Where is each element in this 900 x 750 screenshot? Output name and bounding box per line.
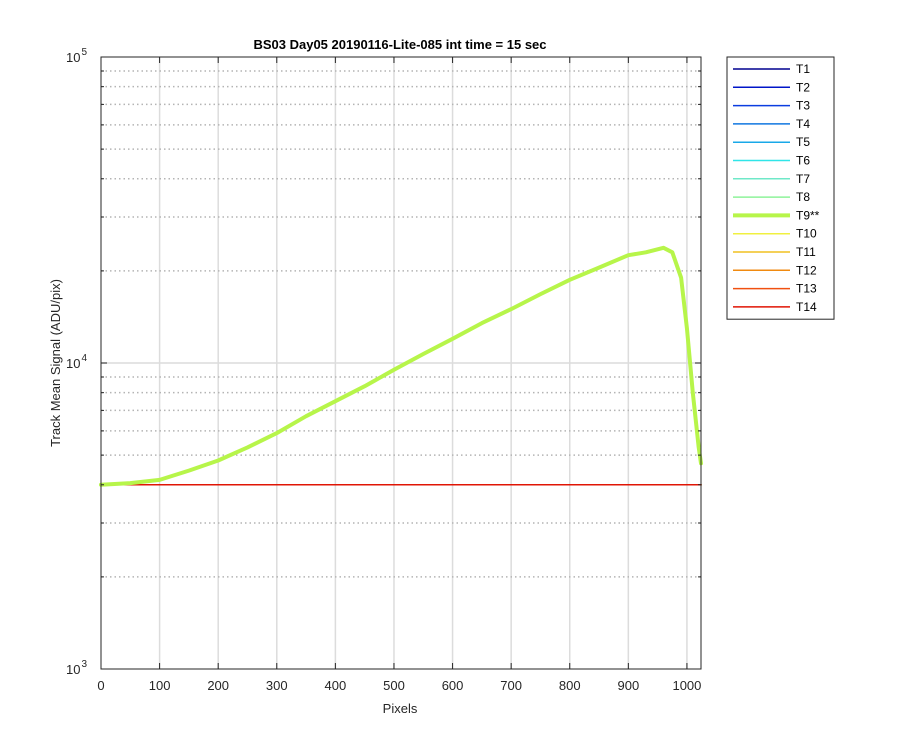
- legend-label: T5: [796, 135, 810, 149]
- legend-label: T8: [796, 190, 810, 204]
- legend-label: T9**: [796, 208, 820, 222]
- x-tick-label: 900: [617, 678, 639, 693]
- legend-label: T4: [796, 117, 810, 131]
- legend-label: T7: [796, 172, 810, 186]
- x-tick-label: 400: [325, 678, 347, 693]
- series-lines: [99, 245, 703, 487]
- y-axis-label: Track Mean Signal (ADU/pix): [48, 279, 63, 447]
- chart-title: BS03 Day05 20190116-Lite-085 int time = …: [253, 37, 546, 52]
- legend-label: T6: [796, 154, 810, 168]
- y-tick-exponent: 5: [81, 47, 87, 58]
- y-tick-exponent: 3: [81, 659, 87, 670]
- legend-label: T14: [796, 300, 817, 314]
- axis-ticks: 0 100 200 300 400 500 600 700 800 900 100010310410…: [66, 47, 701, 693]
- x-tick-label: 0: [97, 678, 104, 693]
- x-tick-label: 200: [207, 678, 229, 693]
- y-tick-exponent: 4: [81, 353, 87, 364]
- legend-box: [726, 56, 835, 320]
- x-tick-label: 500: [383, 678, 405, 693]
- x-tick-label: 800: [559, 678, 581, 693]
- x-tick-label: 300: [266, 678, 288, 693]
- x-tick-label: 600: [442, 678, 464, 693]
- x-axis-label: Pixels: [383, 701, 418, 716]
- legend-label: T13: [796, 282, 817, 296]
- x-tick-label: 1000: [672, 678, 701, 693]
- x-tick-label: 700: [500, 678, 522, 693]
- legend-label: T10: [796, 227, 817, 241]
- legend-label: T11: [796, 245, 816, 259]
- series-line-t9: [99, 245, 703, 487]
- x-tick-label: 100: [149, 678, 171, 693]
- legend-label: T1: [796, 62, 810, 76]
- legend: T1 T2 T3 T4 T5 T6 T7 T8 T9** T10 T11 T12 T13 T14: [726, 56, 835, 320]
- legend-label: T3: [796, 99, 810, 113]
- legend-label: T2: [796, 80, 810, 94]
- plot-area: 0 100 200 300 400 500 600 700 800 900 100010310410…: [66, 47, 703, 693]
- legend-label: T12: [796, 263, 817, 277]
